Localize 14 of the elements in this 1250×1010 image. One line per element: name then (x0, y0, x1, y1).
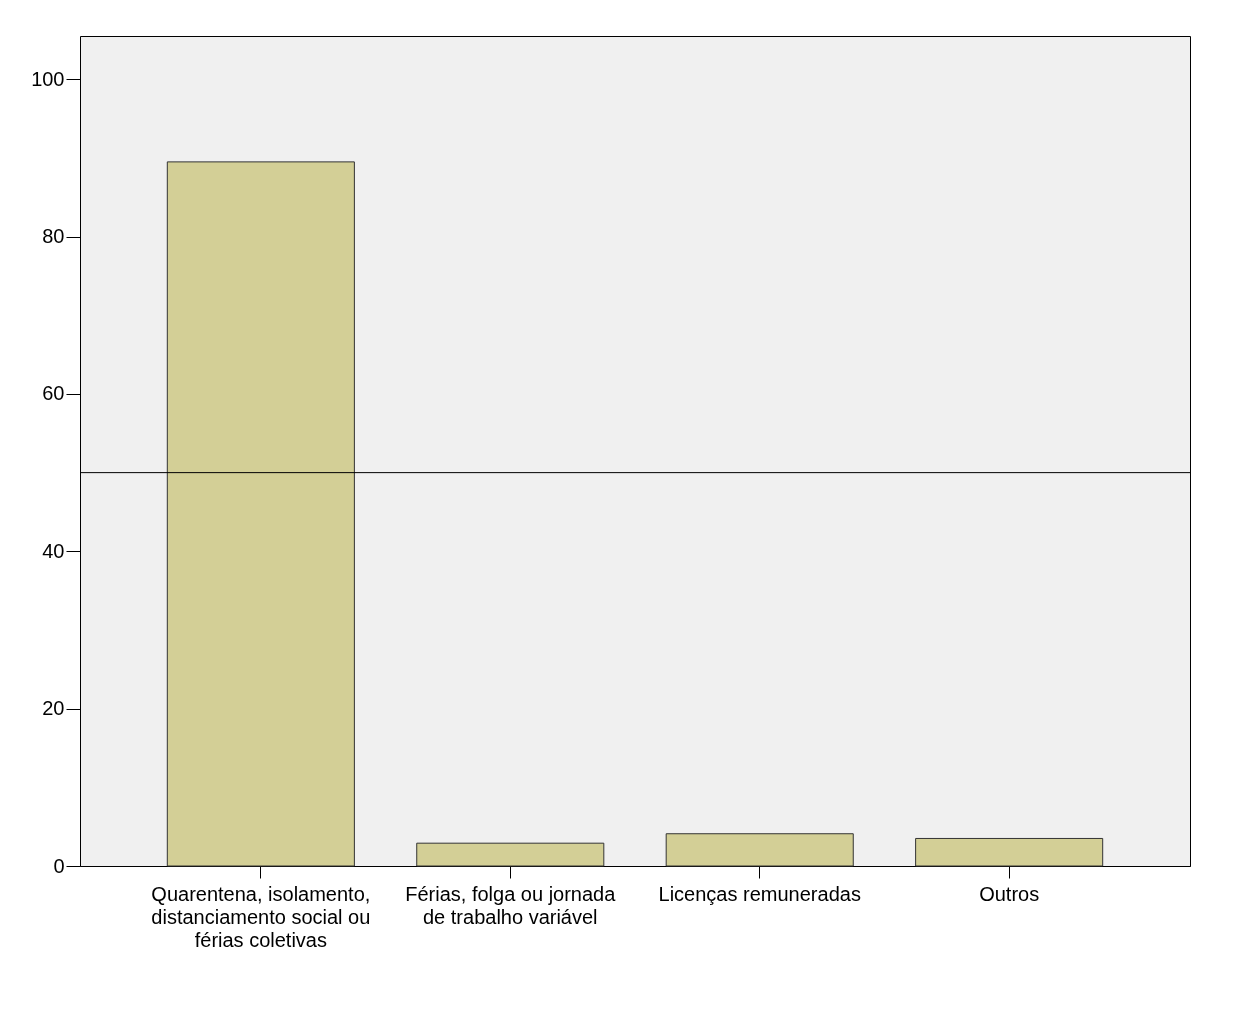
bar (665, 833, 854, 867)
x-tick-label: Licenças remuneradas (658, 882, 861, 905)
y-tick-label: 60 (42, 382, 65, 405)
bar (166, 161, 355, 867)
bar (915, 837, 1104, 867)
y-tick-label: 20 (42, 697, 65, 720)
y-tick-label: 0 (53, 854, 65, 877)
x-tick-label: Outros (979, 882, 1040, 905)
bar (416, 842, 605, 867)
x-tick-label: Quarentena, isolamento, distanciamento social ou férias coletivas (151, 882, 371, 951)
x-tick-label: Férias, folga ou jornada de trabalho variável (405, 882, 617, 928)
y-tick-label: 80 (42, 225, 65, 248)
y-tick-label: 100 (31, 67, 65, 90)
y-tick-label: 40 (42, 539, 65, 562)
